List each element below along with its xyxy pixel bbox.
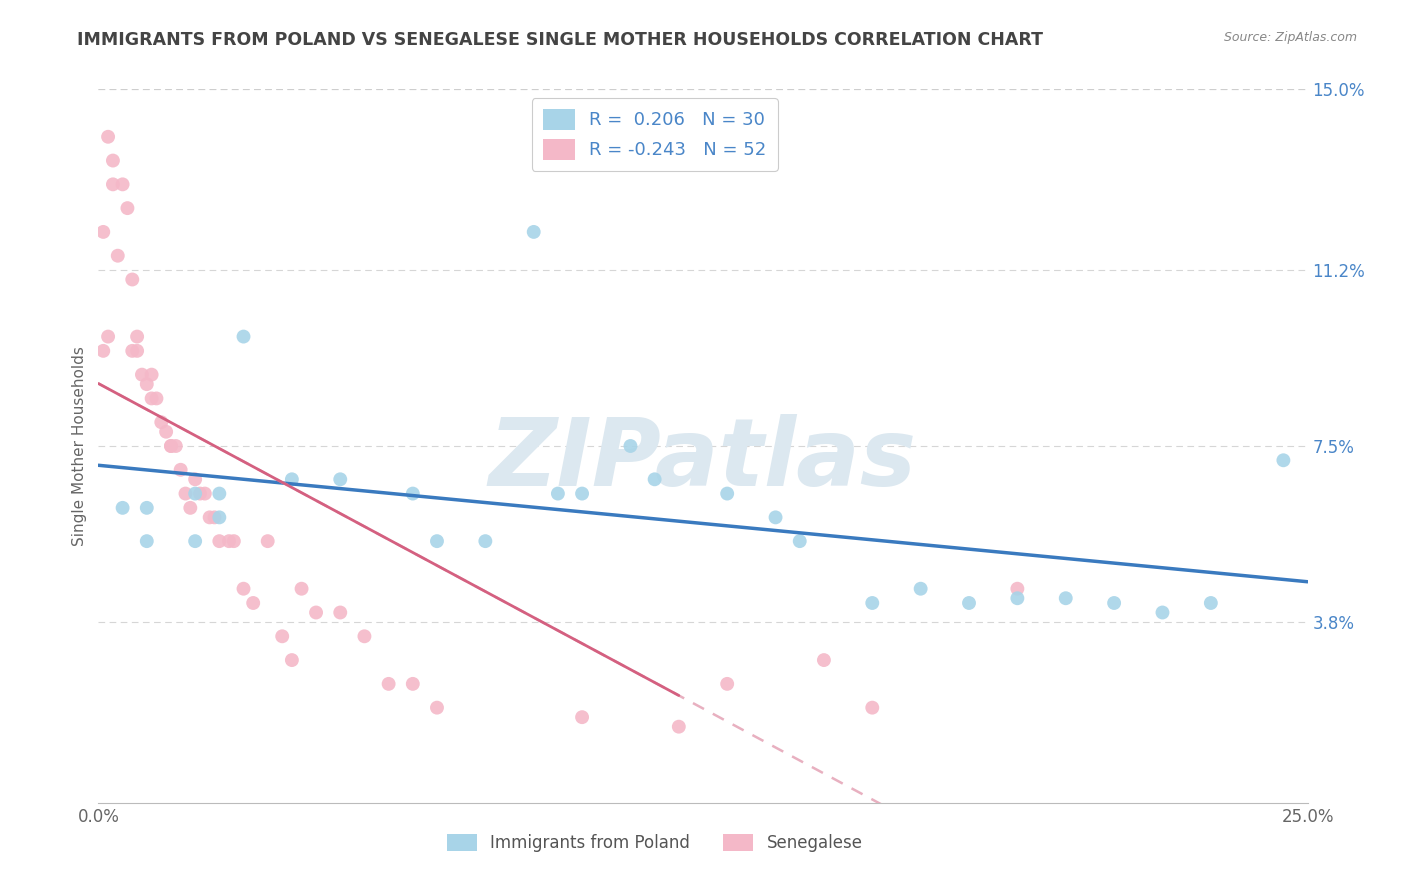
Point <box>619 439 641 453</box>
Point <box>1007 591 1029 606</box>
Point <box>165 439 187 453</box>
Point <box>194 486 217 500</box>
Point <box>117 201 139 215</box>
Point <box>150 415 173 429</box>
Point <box>188 486 211 500</box>
Point <box>179 500 201 515</box>
Point <box>111 500 134 515</box>
Point <box>127 343 149 358</box>
Point <box>184 486 207 500</box>
Point <box>91 343 114 358</box>
Point <box>474 534 496 549</box>
Point <box>204 510 226 524</box>
Point <box>160 439 183 453</box>
Point <box>789 534 811 549</box>
Point <box>155 425 177 439</box>
Point <box>910 582 932 596</box>
Point <box>329 472 352 486</box>
Point <box>1007 582 1029 596</box>
Point <box>765 510 787 524</box>
Point <box>402 677 425 691</box>
Point <box>329 606 352 620</box>
Point <box>716 486 738 500</box>
Point <box>111 178 134 192</box>
Point <box>97 329 120 343</box>
Point <box>523 225 546 239</box>
Point <box>571 486 593 500</box>
Point <box>1199 596 1222 610</box>
Point <box>121 343 143 358</box>
Point <box>141 392 163 406</box>
Point <box>305 606 328 620</box>
Point <box>101 153 124 168</box>
Point <box>668 720 690 734</box>
Point <box>1152 606 1174 620</box>
Point <box>121 272 143 286</box>
Point <box>184 534 207 549</box>
Point <box>290 582 312 596</box>
Point <box>174 486 197 500</box>
Point <box>860 596 883 610</box>
Point <box>813 653 835 667</box>
Point <box>547 486 569 500</box>
Point <box>571 710 593 724</box>
Point <box>135 534 157 549</box>
Point <box>141 368 163 382</box>
Point <box>1272 453 1295 467</box>
Text: IMMIGRANTS FROM POLAND VS SENEGALESE SINGLE MOTHER HOUSEHOLDS CORRELATION CHART: IMMIGRANTS FROM POLAND VS SENEGALESE SIN… <box>77 31 1043 49</box>
Point <box>426 534 449 549</box>
Point <box>97 129 120 144</box>
Point <box>242 596 264 610</box>
Point <box>218 534 240 549</box>
Point <box>107 249 129 263</box>
Point <box>281 472 304 486</box>
Point <box>271 629 294 643</box>
Point <box>208 486 231 500</box>
Point <box>1102 596 1125 610</box>
Point <box>208 510 231 524</box>
Point <box>281 653 304 667</box>
Point <box>160 439 183 453</box>
Point <box>184 472 207 486</box>
Point <box>169 463 191 477</box>
Point <box>135 500 157 515</box>
Point <box>145 392 167 406</box>
Legend: Immigrants from Poland, Senegalese: Immigrants from Poland, Senegalese <box>440 827 869 859</box>
Point <box>644 472 666 486</box>
Point <box>402 486 425 500</box>
Point <box>131 368 153 382</box>
Point <box>716 677 738 691</box>
Point <box>91 225 114 239</box>
Text: ZIPatlas: ZIPatlas <box>489 414 917 507</box>
Point <box>377 677 399 691</box>
Y-axis label: Single Mother Households: Single Mother Households <box>72 346 87 546</box>
Point <box>135 377 157 392</box>
Text: Source: ZipAtlas.com: Source: ZipAtlas.com <box>1223 31 1357 45</box>
Point <box>353 629 375 643</box>
Point <box>222 534 245 549</box>
Point <box>198 510 221 524</box>
Point <box>127 329 149 343</box>
Point <box>860 700 883 714</box>
Point <box>426 700 449 714</box>
Point <box>101 178 124 192</box>
Point <box>208 534 231 549</box>
Point <box>1054 591 1077 606</box>
Point <box>232 582 254 596</box>
Point <box>256 534 278 549</box>
Point <box>957 596 980 610</box>
Point <box>232 329 254 343</box>
